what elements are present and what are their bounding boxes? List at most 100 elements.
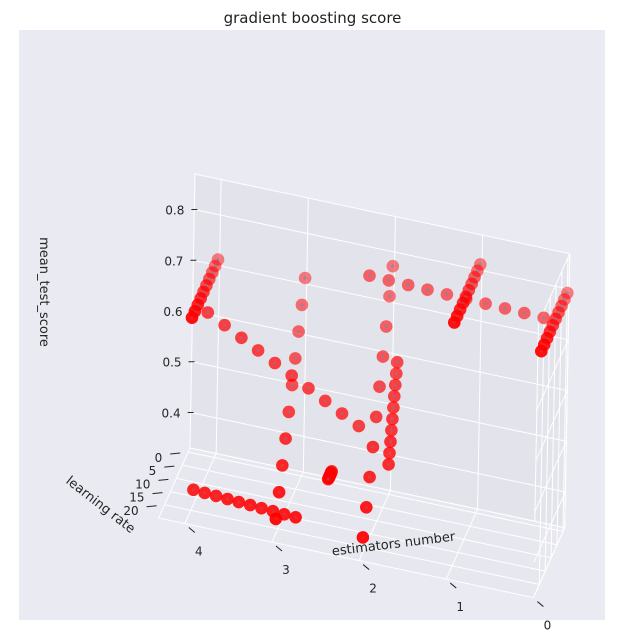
scatter-point — [383, 290, 396, 303]
y-tick-label: 5 — [149, 464, 157, 478]
scatter-point — [498, 302, 512, 315]
scatter-point-inner — [542, 316, 546, 320]
scatter-point — [221, 492, 234, 506]
y-tick-mark — [146, 505, 157, 508]
scatter-point-inner — [484, 302, 488, 306]
tick-marks — [146, 209, 544, 607]
scatter-point-outer — [218, 318, 231, 332]
scatter-point — [187, 483, 200, 497]
scatter-point-outer — [390, 367, 403, 380]
scatter-point-inner — [340, 411, 344, 416]
scatter-point-inner — [274, 517, 278, 521]
grid-line-y — [164, 504, 540, 585]
y-tick-label: 15 — [129, 491, 144, 505]
scatter-point-inner — [273, 361, 277, 365]
scatter-point-inner — [290, 383, 294, 387]
scatter-point-inner — [191, 488, 195, 492]
grid-line-z — [193, 259, 569, 341]
scatter-point-inner — [391, 264, 395, 268]
scatter-point-outer — [363, 470, 376, 484]
scatter-point-outer — [335, 407, 349, 420]
scatter-point-inner — [256, 348, 260, 352]
scatter-point — [243, 498, 257, 512]
scatter-point-inner — [445, 292, 449, 296]
grid-line-z — [533, 491, 566, 563]
scatter-point-inner — [203, 491, 207, 495]
x-tick-label: 1 — [456, 600, 464, 614]
scatter-point — [535, 344, 548, 358]
scatter-point — [421, 283, 434, 297]
scatter-point-outer — [535, 344, 548, 358]
scatter-point-outer — [302, 382, 315, 395]
x-tick-mark — [275, 545, 283, 552]
scatter-point-outer — [187, 483, 200, 497]
x-tick-label: 3 — [282, 563, 290, 577]
scatter-point-inner — [364, 505, 368, 509]
scatter-point-inner — [374, 415, 378, 419]
scatter-point-inner — [293, 356, 297, 360]
scatter-point-outer — [269, 512, 283, 526]
scatter-point-outer — [185, 311, 199, 325]
scatter-point — [387, 401, 400, 414]
y-tick-mark — [152, 492, 163, 495]
scatter-point-outer — [276, 459, 289, 472]
scatter-point — [369, 410, 383, 424]
scatter-point-outer — [289, 511, 302, 524]
scatter-point-inner — [368, 475, 372, 479]
grid-line-z — [191, 361, 567, 442]
scatter-point-inner — [452, 320, 456, 325]
scatter-point-inner — [387, 451, 392, 455]
scatter-point-outer — [318, 394, 332, 408]
scatter-point-inner — [287, 410, 291, 414]
scatter-point — [298, 271, 312, 285]
scatter-point — [479, 297, 492, 311]
scatter-point — [285, 378, 299, 392]
grid-line-z — [536, 339, 569, 411]
scatter-point-inner — [259, 506, 264, 510]
scatter-point — [388, 390, 401, 403]
x-tick-mark — [449, 582, 457, 589]
scatter-point-outer — [255, 501, 268, 515]
scatter-point-outer — [243, 498, 257, 512]
scatter-point — [389, 378, 402, 392]
scatter-point — [386, 259, 400, 273]
scatter-point — [255, 501, 268, 515]
grid-line-x — [445, 508, 479, 580]
scatter-point-inner — [361, 535, 365, 540]
z-tick-label: 0.6 — [163, 305, 182, 319]
scatter-point — [209, 489, 223, 503]
scatter-point — [201, 306, 215, 319]
scatter-point — [356, 531, 370, 544]
scatter-point-inner — [284, 437, 288, 441]
scatter-point-inner — [388, 440, 393, 444]
scatter-point-outer — [352, 419, 366, 433]
scatter-point — [276, 459, 289, 472]
scatter-point-outer — [360, 501, 373, 514]
scatter-point-inner — [248, 503, 252, 507]
scatter-point-outer — [272, 485, 286, 499]
scatter-point-outer — [383, 446, 396, 460]
scatter-point-inner — [300, 303, 304, 307]
scatter-point-outer — [384, 435, 397, 449]
scatter-point-outer — [209, 489, 223, 503]
scatter-point-inner — [303, 276, 307, 280]
grid-line-z — [190, 411, 566, 493]
scatter-point-inner — [357, 424, 361, 428]
scatter-point — [537, 311, 550, 325]
scatter-point — [302, 382, 315, 395]
scatter-point — [268, 356, 282, 370]
scatter-point-inner — [539, 349, 543, 353]
scatter-point-inner — [390, 417, 394, 421]
scatter-point-outer — [279, 432, 292, 445]
x-tick-label: 2 — [369, 582, 377, 596]
scatter-point — [401, 278, 415, 292]
z-tick-label: 0.5 — [162, 356, 181, 370]
scatter-point-inner — [323, 399, 327, 403]
scatter-point-inner — [280, 463, 284, 467]
scatter-point — [198, 486, 211, 500]
scatter-point-inner — [271, 509, 275, 513]
grid-line-y — [176, 477, 552, 559]
scatter-point-inner — [294, 515, 298, 519]
